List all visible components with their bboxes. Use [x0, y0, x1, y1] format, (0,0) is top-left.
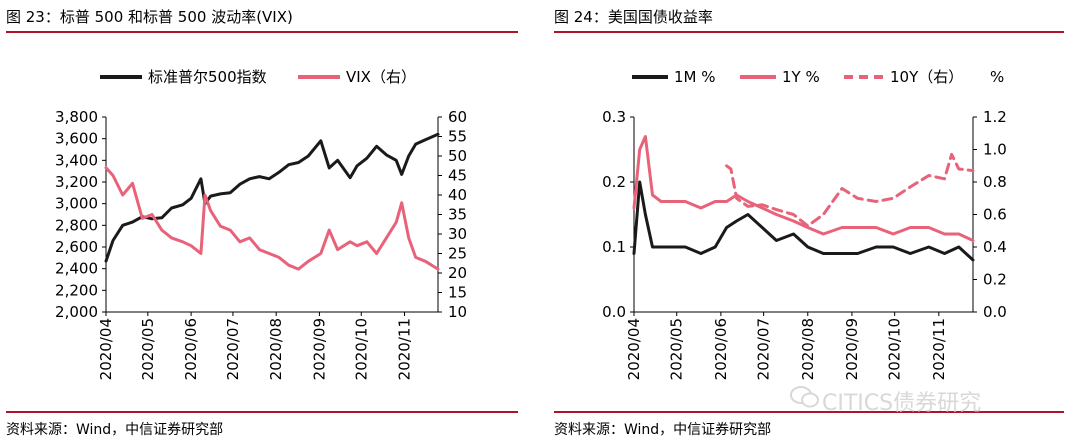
source-divider: [6, 411, 518, 413]
y-tick-label: 0.0: [602, 303, 626, 321]
y-tick-label: 3,600: [55, 130, 98, 148]
series-line: [632, 180, 975, 262]
y2-tick-label: 0.2: [983, 271, 1007, 289]
y-tick-label: 2,600: [55, 238, 98, 256]
series-line: [725, 152, 975, 228]
y-tick-label: 2,200: [55, 281, 98, 299]
x-tick-label: 2020/04: [625, 318, 643, 380]
legend-label: 1Y %: [782, 68, 820, 86]
x-tick-label: 2020/06: [712, 318, 730, 380]
y2-tick-label: 1.2: [983, 108, 1007, 126]
legend-label: 1M %: [674, 68, 716, 86]
sp500-vix-chart: 2,000 2,200 2,400 2,600 2,800 3,000 3,200 3,400…: [55, 68, 467, 380]
x-tick-label: 2020/07: [755, 318, 773, 380]
title-divider: [6, 31, 518, 33]
y2-tick-label: 30: [448, 225, 467, 243]
y2-tick-label: 45: [448, 167, 467, 185]
left-figure: 图 23：标普 500 和标普 500 波动率(VIX) 2,000 2,200 2…: [0, 0, 525, 447]
x-tick-label: 2020/10: [352, 318, 370, 380]
title-divider: [554, 31, 1064, 33]
x-tick-label: 2020/07: [224, 318, 242, 380]
y2-tick-label: 50: [448, 147, 467, 165]
right-figure: 图 24：美国国债收益率 0.0 0.1 0.2 0.3 0.0 0.2 0.4 0.6 0.8…: [548, 0, 1080, 447]
series-line: [632, 135, 975, 242]
y2-tick-label: 0.8: [983, 173, 1007, 191]
y-tick-label: 2,400: [55, 260, 98, 278]
figure-title: 图 23：标普 500 和标普 500 波动率(VIX): [6, 8, 293, 26]
y2-tick-label: 1.0: [983, 141, 1007, 159]
y-tick-label: 3,800: [55, 108, 98, 126]
y2-tick-label: 0.0: [983, 303, 1007, 321]
x-tick-label: 2020/09: [310, 318, 328, 380]
source-divider: [554, 411, 1064, 413]
watermark: CITICS债券研究: [822, 391, 982, 416]
y2-tick-label: 20: [448, 264, 467, 282]
legend-unit: %: [990, 68, 1004, 86]
source-note: 资料来源：Wind，中信证券研究部: [554, 422, 772, 438]
series-line: [104, 166, 440, 271]
x-tick-label: 2020/04: [97, 318, 115, 380]
x-tick-label: 2020/11: [396, 318, 414, 380]
y2-tick-label: 0.6: [983, 206, 1007, 224]
y2-tick-label: 10: [448, 303, 467, 321]
figure-title: 图 24：美国国债收益率: [554, 8, 713, 26]
y-tick-label: 0.1: [602, 238, 626, 256]
y2-tick-label: 60: [448, 108, 467, 126]
treasury-yield-chart: 0.0 0.1 0.2 0.3 0.0 0.2 0.4 0.6 0.8 1.0 1.2 2020/04…: [602, 68, 1007, 380]
legend-label: 标准普尔500指数: [148, 68, 267, 86]
y-tick-label: 0.2: [602, 173, 626, 191]
x-tick-label: 2020/11: [930, 318, 948, 380]
y2-tick-label: 55: [448, 128, 467, 146]
y2-tick-label: 35: [448, 206, 467, 224]
y2-tick-label: 0.4: [983, 238, 1007, 256]
x-tick-label: 2020/05: [139, 318, 157, 380]
y2-tick-label: 25: [448, 245, 467, 263]
x-tick-label: 2020/09: [843, 318, 861, 380]
y2-tick-label: 15: [448, 284, 467, 302]
x-tick-label: 2020/06: [182, 318, 200, 380]
y-tick-label: 2,800: [55, 216, 98, 234]
y-tick-label: 2,000: [55, 303, 98, 321]
y-tick-label: 3,200: [55, 173, 98, 191]
source-note: 资料来源：Wind，中信证券研究部: [6, 422, 224, 438]
x-tick-label: 2020/05: [668, 318, 686, 380]
x-tick-label: 2020/10: [886, 318, 904, 380]
wechat-icon: [790, 386, 819, 408]
y-tick-label: 0.3: [602, 108, 626, 126]
x-tick-label: 2020/08: [267, 318, 285, 380]
series-line: [104, 132, 440, 263]
y-tick-label: 3,400: [55, 151, 98, 169]
legend-label: VIX（右）: [346, 68, 416, 86]
x-tick-label: 2020/08: [799, 318, 817, 380]
legend-label: 10Y（右）: [890, 68, 963, 86]
y2-tick-label: 40: [448, 186, 467, 204]
y-tick-label: 3,000: [55, 195, 98, 213]
